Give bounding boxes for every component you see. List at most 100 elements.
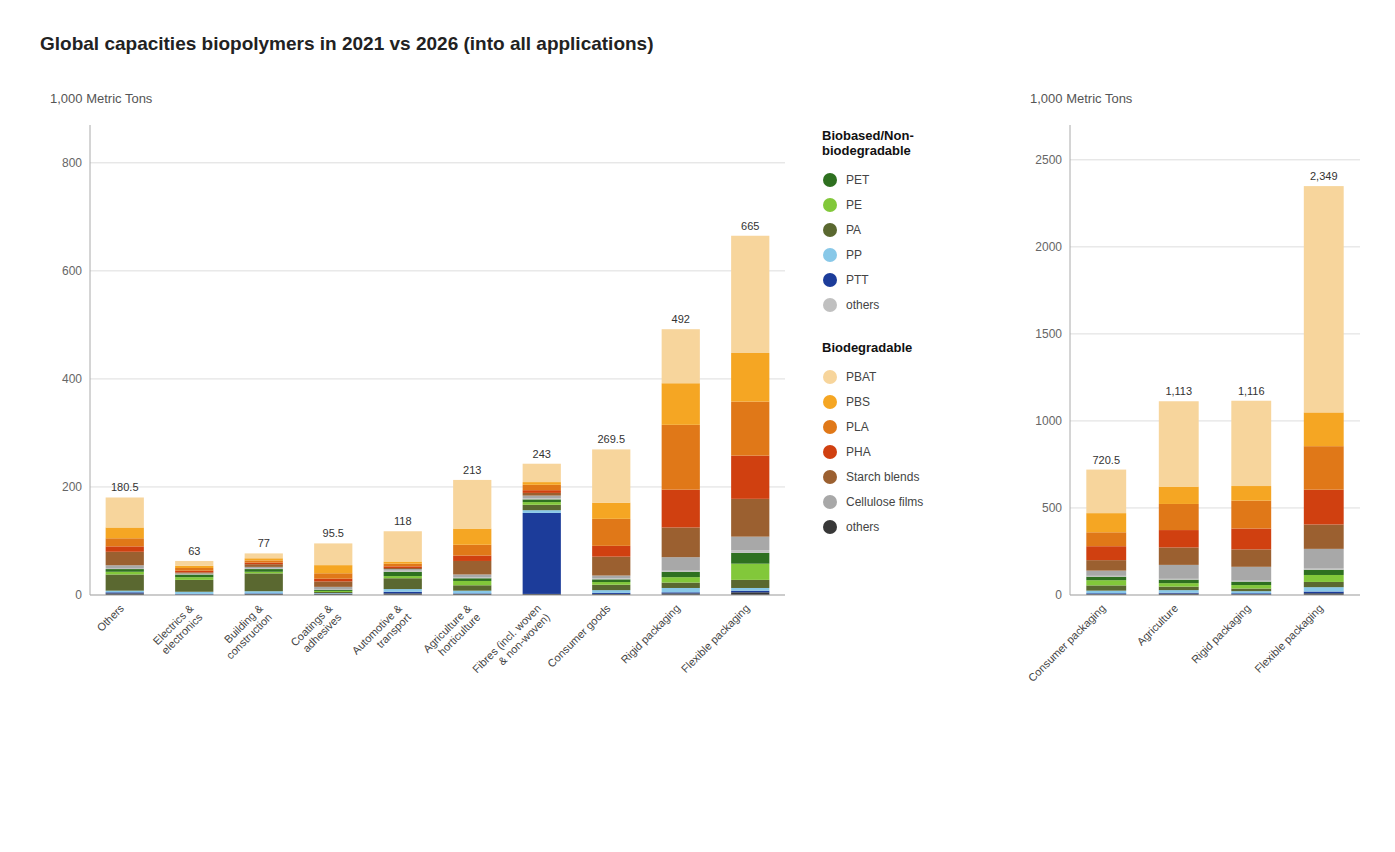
legend-label: PLA: [846, 420, 869, 434]
legend-label: PA: [846, 223, 861, 237]
bar-segment: [175, 592, 213, 594]
total-label: 77: [258, 537, 270, 549]
bar-segment: [175, 572, 213, 573]
chart-title: Global capacities biopolymers in 2021 vs…: [40, 33, 654, 54]
bar-segment: [1086, 577, 1126, 580]
x-axis-line: [90, 595, 785, 596]
grid-line: [90, 162, 785, 163]
bar-segment: [106, 591, 144, 593]
bar-segment: [1304, 446, 1344, 490]
bar-segment: [592, 557, 630, 576]
legend-group-title: Biobased/Non-biodegradable: [822, 128, 914, 158]
bar-segment: [384, 576, 422, 578]
bar-segment: [384, 568, 422, 569]
bar-segment: [731, 236, 769, 353]
bar-segment: [384, 578, 422, 589]
bar-segment: [106, 569, 144, 572]
x-tick-label: Automotive &transport: [349, 601, 413, 665]
bar-segment: [175, 574, 213, 577]
x-axis-line: [1070, 595, 1360, 596]
bar-segment: [1086, 585, 1126, 590]
y-tick-label: 200: [62, 480, 82, 494]
bar-segment: [1304, 490, 1344, 525]
chart-panel: 1,000 Metric Tons05001000150020002500Con…: [1026, 91, 1360, 684]
y-tick-label: 1000: [1035, 414, 1062, 428]
bar-segment: [106, 546, 144, 551]
bar-segment: [731, 456, 769, 499]
bar-segment: [384, 592, 422, 594]
bar-segment: [523, 485, 561, 490]
x-tick-label: Fibres (incl. woven& non-woven): [470, 602, 552, 684]
bar-segment: [662, 592, 700, 593]
bar-segment: [1231, 585, 1271, 588]
bar-segment: [106, 574, 144, 590]
bar-segment: [731, 353, 769, 402]
bar-segment: [106, 592, 144, 593]
legend-label: PTT: [846, 273, 869, 287]
bar-segment: [523, 493, 561, 496]
legend-swatch: [823, 198, 837, 212]
bar-segment: [592, 579, 630, 582]
bar-segment: [384, 571, 422, 572]
bar-segment: [384, 562, 422, 564]
legend-group-title: Biodegradable: [822, 340, 912, 355]
bar-segment: [1304, 575, 1344, 582]
legend-swatch: [823, 173, 837, 187]
legend-swatch: [823, 495, 837, 509]
legend-label: Cellulose films: [846, 495, 923, 509]
total-label: 243: [533, 448, 551, 460]
bar-segment: [453, 556, 491, 561]
bar-segment: [245, 567, 283, 569]
x-tick-label: Electrics &electronics: [150, 601, 205, 656]
y-tick-label: 400: [62, 372, 82, 386]
bar-segment: [175, 573, 213, 575]
bar-segment: [106, 565, 144, 568]
bar-segment: [453, 591, 491, 594]
legend-swatch: [823, 370, 837, 384]
y-tick-label: 600: [62, 264, 82, 278]
bar-segment: [1304, 592, 1344, 594]
bar-segment: [1159, 580, 1199, 583]
y-tick-label: 2000: [1035, 240, 1062, 254]
grid-line: [90, 270, 785, 271]
bar-segment: [106, 527, 144, 538]
bar-segment: [1231, 401, 1271, 486]
bar-segment: [731, 550, 769, 553]
legend-label: Starch blends: [846, 470, 919, 484]
legend-label: PET: [846, 173, 870, 187]
bar-segment: [523, 505, 561, 510]
bar-segment: [731, 591, 769, 593]
y-axis-label: 1,000 Metric Tons: [50, 91, 153, 106]
bar-segment: [731, 588, 769, 591]
legend-label: PBS: [846, 395, 870, 409]
x-tick-label: Consumer packaging: [1026, 602, 1108, 684]
chart-root: Global capacities biopolymers in 2021 vs…: [0, 0, 1395, 852]
chart-panel: 1,000 Metric Tons0200400600800OthersElec…: [50, 91, 785, 684]
legend-label: PBAT: [846, 370, 877, 384]
legend-label: PE: [846, 198, 862, 212]
legend-label: others: [846, 520, 879, 534]
bar-segment: [1304, 582, 1344, 587]
bar-segment: [592, 519, 630, 546]
bars: [1086, 186, 1343, 595]
bar-segment: [453, 574, 491, 577]
bars: [106, 236, 770, 595]
y-tick-label: 0: [75, 588, 82, 602]
x-tick-label: Rigid packaging: [1189, 602, 1253, 666]
y-axis-line: [1070, 125, 1071, 595]
bar-segment: [662, 583, 700, 588]
total-label: 95.5: [323, 527, 344, 539]
bar-segment: [384, 564, 422, 567]
grid-line: [1070, 159, 1360, 160]
bar-segment: [314, 565, 352, 573]
bar-segment: [314, 593, 352, 594]
total-label: 118: [394, 515, 412, 527]
bar-segment: [1231, 501, 1271, 529]
bar-segment: [592, 576, 630, 579]
bar-segment: [1231, 591, 1271, 593]
bar-segment: [1159, 583, 1199, 586]
legend-swatch: [823, 273, 837, 287]
x-tick-label: Consumer goods: [545, 602, 613, 670]
bar-segment: [106, 552, 144, 566]
bar-segment: [1086, 513, 1126, 532]
